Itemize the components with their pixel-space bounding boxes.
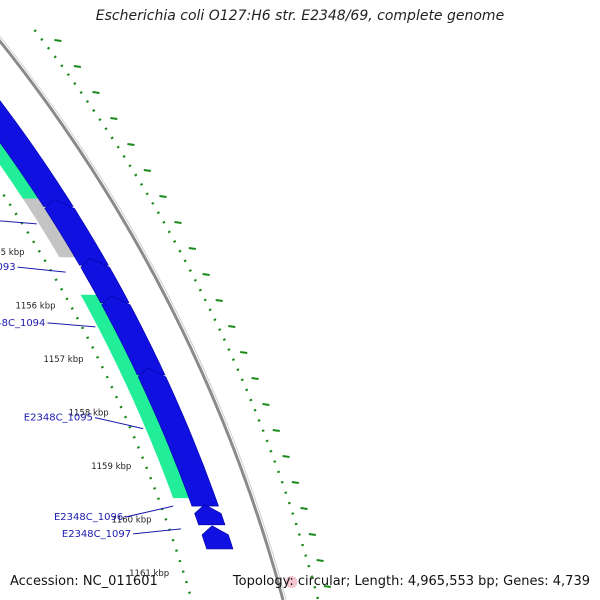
kbp-tick-label: 1160 kbp — [111, 516, 151, 526]
gene-label-leader — [0, 220, 37, 225]
cds-band — [117, 367, 191, 499]
gray-feature — [22, 198, 78, 258]
gene-arrow — [201, 525, 234, 550]
gene-labels: E2348C_1091E2348C_1092E2348C_1093E2348C_… — [0, 220, 182, 540]
kbp-tick-label: 1157 kbp — [43, 355, 83, 365]
kbp-ticks: 1151 kbp1152 kbp1153 kbp1154 kbp1155 kbp… — [0, 248, 169, 579]
gc-skew-dash — [54, 39, 62, 42]
kbp-tick-label: 1156 kbp — [15, 302, 55, 312]
feature-marker — [285, 576, 298, 588]
gene-label-leader — [125, 505, 174, 518]
gene-label-leader — [17, 266, 66, 273]
kbp-tick-label: 1155 kbp — [0, 248, 25, 258]
gc-skew-dash — [323, 585, 332, 588]
gc-skew-dash — [92, 91, 100, 94]
map-tracks — [0, 29, 332, 600]
gene-label: E2348C_1097 — [62, 529, 131, 540]
gene-label: E2348C_1096 — [54, 512, 123, 523]
gc-skew-dash — [308, 533, 316, 536]
gene-label: E2348C_1094 — [0, 318, 45, 329]
gc-skew-dash — [272, 429, 280, 432]
gene-features — [0, 100, 298, 588]
gc-skew-dash — [188, 247, 196, 250]
gc-skew-dash — [240, 351, 248, 354]
gene-arrow — [194, 504, 226, 526]
gene-label-leader — [47, 322, 96, 328]
gc-skew-dash — [291, 481, 299, 484]
genome-summary-text: Topology: circular; Length: 4,965,553 bp… — [232, 574, 590, 589]
gene-label-leader — [133, 528, 182, 535]
gc-skew-dash — [215, 299, 223, 302]
gc-skew-dash — [73, 65, 82, 68]
gc-skew-dash — [262, 403, 270, 406]
gc-skew-dash — [159, 195, 167, 198]
kbp-tick-label: 1158 kbp — [69, 409, 109, 419]
accession-text: Accession: NC_011601 — [10, 574, 158, 589]
gene-label-leader — [94, 417, 144, 430]
kbp-tick-label: 1161 kbp — [129, 569, 169, 579]
gc-skew-dash — [228, 325, 236, 328]
gc-skew-dash — [143, 169, 151, 172]
backbone-shadow — [0, 35, 287, 600]
cds-band — [80, 294, 136, 367]
gc-skew-dash — [282, 455, 290, 458]
gc-skew-dash — [202, 273, 210, 276]
gc-skew-dash — [300, 507, 308, 510]
map-title: Escherichia coli O127:H6 str. E2348/69, … — [95, 8, 505, 24]
backbone-line — [0, 38, 285, 600]
gene-label: E2348C_1095 — [24, 413, 93, 424]
kbp-tick-label: 1159 kbp — [91, 462, 131, 472]
gc-skew-dash — [127, 143, 135, 146]
gc-skew-dash — [251, 377, 259, 380]
gene-label: E2348C_1093 — [0, 262, 16, 273]
gc-skew-dash — [110, 117, 118, 120]
gc-skew-dash — [316, 559, 324, 562]
gc-skew-dash — [174, 221, 182, 224]
